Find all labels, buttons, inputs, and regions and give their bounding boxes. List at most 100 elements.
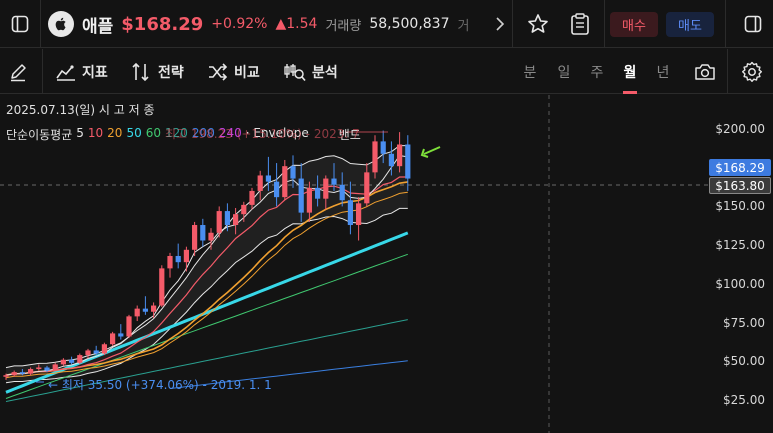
indicator-line-icon <box>56 64 75 81</box>
sell-button[interactable]: 매도 <box>666 12 714 37</box>
chart-settings-button[interactable] <box>740 49 764 94</box>
candle-body <box>388 153 394 167</box>
symbol-info[interactable]: 애플 $168.29 +0.92% ▲1.54 거래량 58,500,837 거 <box>48 0 488 48</box>
strategy-icon <box>132 62 149 81</box>
period-minute-button[interactable]: 분 <box>523 64 537 81</box>
ma-legend-value: 240 <box>218 126 242 140</box>
candle-body <box>265 175 271 182</box>
header-scroll-right-button[interactable] <box>488 0 512 48</box>
panel-right-icon <box>744 15 762 33</box>
period-day-button[interactable]: 일 <box>557 64 571 81</box>
candle-body <box>110 333 116 345</box>
candle-body <box>28 369 34 374</box>
strategy-button[interactable]: 전략 <box>132 49 184 94</box>
change-percent: +0.92% <box>211 16 268 32</box>
current-price: $168.29 <box>121 13 204 35</box>
latest-candle-arrow <box>423 146 441 155</box>
ma20-band-line <box>5 191 408 379</box>
candle-body <box>101 344 107 354</box>
candle-body <box>290 166 296 179</box>
memo-button[interactable] <box>562 0 598 48</box>
favorite-button[interactable] <box>520 0 556 48</box>
candle-body <box>216 211 222 233</box>
candle-body <box>397 144 403 167</box>
ma-legend-value: 20 <box>107 126 123 140</box>
period-week-button[interactable]: 주 <box>590 64 604 81</box>
price-axis-label: $50.00 <box>723 354 765 368</box>
candle-body <box>249 190 255 205</box>
shuffle-icon <box>209 62 228 81</box>
ma-legend-title: 단순이동평균 <box>6 128 73 142</box>
candle-body <box>134 308 140 317</box>
candle-body <box>282 166 288 198</box>
compare-label: 비교 <box>234 64 260 81</box>
ma-legend-value: 50 <box>126 126 142 140</box>
candle-body <box>11 372 17 376</box>
clipboard-icon <box>571 13 589 35</box>
star-icon <box>528 14 548 33</box>
indicator-button[interactable]: 지표 <box>56 49 108 94</box>
ma120-line <box>5 319 408 402</box>
envelope-legend: · Envelope <box>245 126 309 140</box>
candle-body <box>405 144 411 179</box>
candle-body <box>183 249 189 263</box>
envelope-band-area <box>6 145 408 383</box>
candlestick-chart[interactable] <box>0 95 773 433</box>
envelope-lower-line <box>5 207 408 384</box>
indicator-label: 지표 <box>82 64 108 81</box>
price-axis-label: $100.00 <box>715 277 765 291</box>
candle-body <box>315 187 321 199</box>
candle-body <box>118 333 124 337</box>
candle-body <box>19 372 25 374</box>
candle-body <box>200 225 206 241</box>
ma-legend-value: 120 <box>165 126 188 140</box>
moving-average-legend[interactable]: 단순이동평균 5 10 20 50 60 120 200 240 · Envel… <box>6 126 361 143</box>
sidebar-toggle-button[interactable] <box>0 0 40 48</box>
sidebar-icon <box>11 15 29 33</box>
ma200-line <box>169 360 408 389</box>
candle-body <box>36 367 42 370</box>
candle-body <box>3 375 9 377</box>
candle-body <box>151 305 157 312</box>
ma50-line <box>5 231 409 394</box>
ma-legend-value: 60 <box>145 126 162 140</box>
period-month-button[interactable]: 월 <box>617 49 643 94</box>
crosshair-price-tag: $163.80 <box>709 177 771 194</box>
candle-body <box>323 178 329 199</box>
volume-label: 거래량 <box>325 18 362 34</box>
analysis-icon <box>284 63 306 81</box>
price-chart[interactable]: 2025.07.13(일) 시 고 저 종 단순이동평균 5 10 20 50 … <box>0 95 773 433</box>
candle-body <box>331 178 337 185</box>
buy-button[interactable]: 매수 <box>610 12 658 37</box>
candle-body <box>241 204 247 215</box>
candle-body <box>93 350 99 354</box>
change-amount: ▲1.54 <box>275 16 318 32</box>
right-panel-toggle-button[interactable] <box>733 0 773 48</box>
symbol-name: 애플 <box>82 16 114 37</box>
price-axis-label: $150.00 <box>715 199 765 213</box>
candle-body <box>69 359 75 363</box>
candle-body <box>85 350 91 356</box>
candle-body <box>126 316 132 337</box>
compare-button[interactable]: 비교 <box>208 49 260 94</box>
symbol-header: 애플 $168.29 +0.92% ▲1.54 거래량 58,500,837 거… <box>0 0 773 48</box>
ohlc-date-label: 2025.07.13(일) 시 고 저 종 <box>6 103 155 117</box>
candle-body <box>159 268 165 306</box>
chart-toolbar: 지표 전략 비교 분석 분 일 주 월 년 <box>0 49 773 94</box>
screenshot-button[interactable] <box>692 49 718 94</box>
candle-body <box>52 364 58 371</box>
candle-body <box>208 232 214 241</box>
candle-body <box>257 175 263 191</box>
period-year-button[interactable]: 년 <box>656 64 670 81</box>
analysis-label: 분석 <box>312 64 338 81</box>
volume-value: 58,500,837 <box>369 16 450 32</box>
truncated-label: 거 <box>457 18 470 34</box>
candle-body <box>356 203 362 226</box>
candle-body <box>298 178 304 213</box>
max-price-annotation: 최고 198.23 (+15.10%) - 2023. 7 <box>165 127 360 141</box>
drawing-tool-button[interactable] <box>8 49 36 94</box>
analysis-button[interactable]: 분석 <box>284 49 338 94</box>
price-axis-label: $200.00 <box>715 122 765 136</box>
ma-legend-value: 200 <box>191 126 215 140</box>
candle-body <box>167 255 173 269</box>
